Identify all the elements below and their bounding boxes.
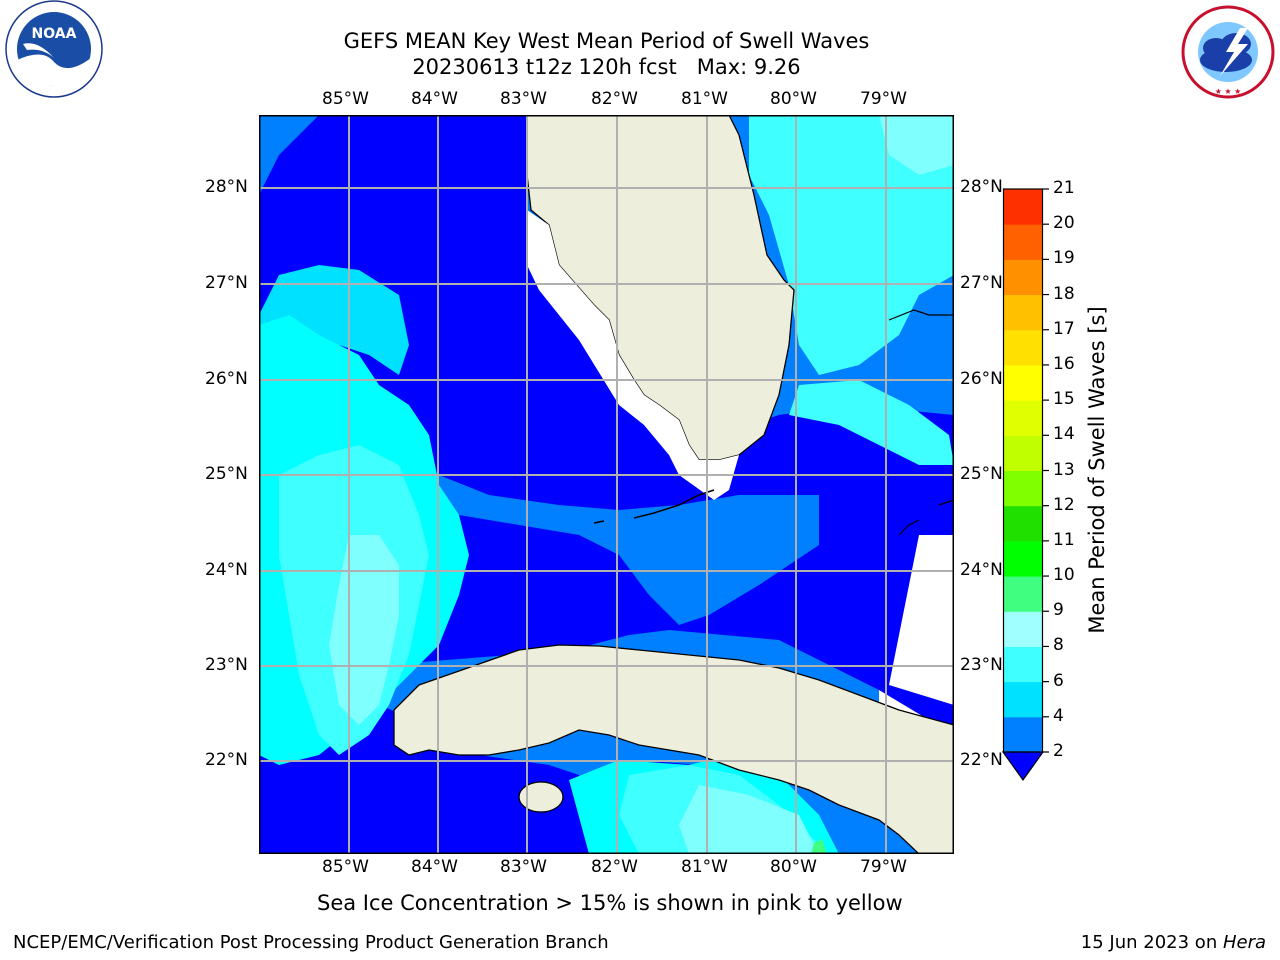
- graticule: [259, 115, 954, 854]
- colorbar-segment: [1003, 505, 1043, 542]
- colorbar-segment: [1003, 294, 1043, 331]
- colorbar-tick-label: 10: [1053, 565, 1075, 586]
- footer-date-text: 15 Jun 2023 on: [1080, 932, 1223, 953]
- dry-tortugas: [593, 520, 605, 524]
- footer-machine: Hera: [1222, 932, 1266, 953]
- colorbar-tick-label: 15: [1053, 389, 1075, 410]
- colorbar-tick-label: 13: [1053, 459, 1075, 480]
- period-2-4-region: [359, 475, 819, 625]
- period-6-8-region: [749, 115, 954, 375]
- colorbar-segment: [1003, 540, 1043, 577]
- colorbar-tick-label: 11: [1053, 529, 1075, 550]
- colorbar-tick-label: 4: [1053, 705, 1064, 726]
- period-6-8-region: [789, 380, 954, 465]
- lat-label-left: 23°N: [205, 655, 248, 675]
- lon-label-top: 83°W: [500, 89, 547, 109]
- lat-label-left: 22°N: [205, 750, 248, 770]
- colorbar-segment: [1003, 470, 1043, 507]
- lat-label-right: 27°N: [960, 273, 1003, 293]
- lat-label-right: 28°N: [960, 177, 1003, 197]
- colorbar-segment: [1003, 435, 1043, 471]
- colorbar-under-arrow: [1001, 751, 1045, 782]
- colorbar-segment: [1003, 611, 1043, 647]
- nws-logo: ★ ★ ★: [1181, 5, 1275, 99]
- lat-label-left: 26°N: [205, 369, 248, 389]
- colorbar: [1001, 188, 1049, 782]
- colorbar-tick-label: 2: [1053, 741, 1064, 761]
- lat-label-right: 23°N: [960, 655, 1003, 675]
- lat-label-right: 24°N: [960, 560, 1003, 580]
- colorbar-segment: [1003, 646, 1043, 683]
- lat-label-left: 28°N: [205, 177, 248, 197]
- colorbar-segment: [1003, 716, 1043, 753]
- colorbar-tick-label: 21: [1053, 178, 1075, 198]
- lon-label-top: 82°W: [591, 89, 638, 109]
- colorbar-segment: [1003, 364, 1043, 401]
- colorbar-tick-label: 6: [1053, 670, 1064, 691]
- footer-branch: NCEP/EMC/Verification Post Processing Pr…: [13, 932, 609, 953]
- lat-label-right: 22°N: [960, 750, 1003, 770]
- lon-label-bottom: 79°W: [860, 857, 907, 877]
- period-8-9-region: [679, 785, 819, 854]
- lon-label-top: 84°W: [411, 89, 458, 109]
- bahamas-coast: [898, 519, 920, 536]
- map-frame: [259, 115, 954, 854]
- period-8-9-region: [879, 115, 954, 175]
- colorbar-tick-label: 9: [1053, 600, 1064, 621]
- lon-label-top: 81°W: [681, 89, 728, 109]
- lat-label-left: 25°N: [205, 464, 248, 484]
- colorbar-segment: [1003, 224, 1043, 260]
- period-9-10-region: [811, 839, 827, 854]
- period-under-2-region: [259, 735, 599, 854]
- lon-label-top: 85°W: [322, 89, 369, 109]
- colorbar-segment: [1003, 576, 1043, 612]
- map-title-line1: GEFS MEAN Key West Mean Period of Swell …: [343, 29, 870, 53]
- isla-de-la-juventud-land: [518, 781, 564, 813]
- colorbar-tick-label: 16: [1053, 353, 1075, 374]
- lat-label-right: 25°N: [960, 464, 1003, 484]
- cuba-land: [393, 644, 954, 854]
- colorbar-segment: [1003, 681, 1043, 718]
- colorbar-segment: [1003, 259, 1043, 296]
- colorbar-tick-label: 12: [1053, 494, 1075, 515]
- lon-label-bottom: 80°W: [770, 857, 817, 877]
- colorbar-segment: [1003, 189, 1043, 225]
- lon-label-top: 80°W: [770, 89, 817, 109]
- lon-label-bottom: 84°W: [411, 857, 458, 877]
- lon-label-bottom: 85°W: [322, 857, 369, 877]
- colorbar-tick-label: 14: [1053, 424, 1075, 445]
- lat-label-left: 27°N: [205, 273, 248, 293]
- lon-label-bottom: 82°W: [591, 857, 638, 877]
- bahamas-coast: [938, 499, 954, 506]
- bahamas-coast: [888, 309, 954, 321]
- lat-label-right: 26°N: [960, 369, 1003, 389]
- period-8-9-region: [329, 535, 399, 725]
- no-data-coastal-band: [527, 210, 739, 500]
- colorbar-tick-label: 17: [1053, 318, 1075, 339]
- colorbar-tick-label: 18: [1053, 283, 1075, 304]
- footer-date: 15 Jun 2023 on Hera: [1081, 932, 1266, 953]
- svg-text:★ ★ ★: ★ ★ ★: [1215, 87, 1242, 96]
- colorbar-tick-label: 8: [1053, 635, 1064, 656]
- noaa-logo: NOAA: [5, 0, 103, 98]
- lat-label-left: 24°N: [205, 560, 248, 580]
- swell-period-map: [259, 115, 954, 854]
- noaa-logo-text: NOAA: [32, 26, 77, 42]
- lon-label-bottom: 83°W: [500, 857, 547, 877]
- colorbar-tick-label: 20: [1053, 213, 1075, 234]
- colorbar-label: Mean Period of Swell Waves [s]: [1085, 306, 1109, 634]
- colorbar-segment: [1003, 400, 1043, 436]
- lon-label-top: 79°W: [860, 89, 907, 109]
- colorbar-segment: [1003, 329, 1043, 366]
- colorbar-tick-label: 19: [1053, 248, 1075, 269]
- map-title-line2: 20230613 t12z 120h fcst Max: 9.26: [412, 55, 801, 79]
- florida-keys: [633, 489, 715, 519]
- lon-label-bottom: 81°W: [681, 857, 728, 877]
- sea-ice-note: Sea Ice Concentration > 15% is shown in …: [317, 891, 903, 915]
